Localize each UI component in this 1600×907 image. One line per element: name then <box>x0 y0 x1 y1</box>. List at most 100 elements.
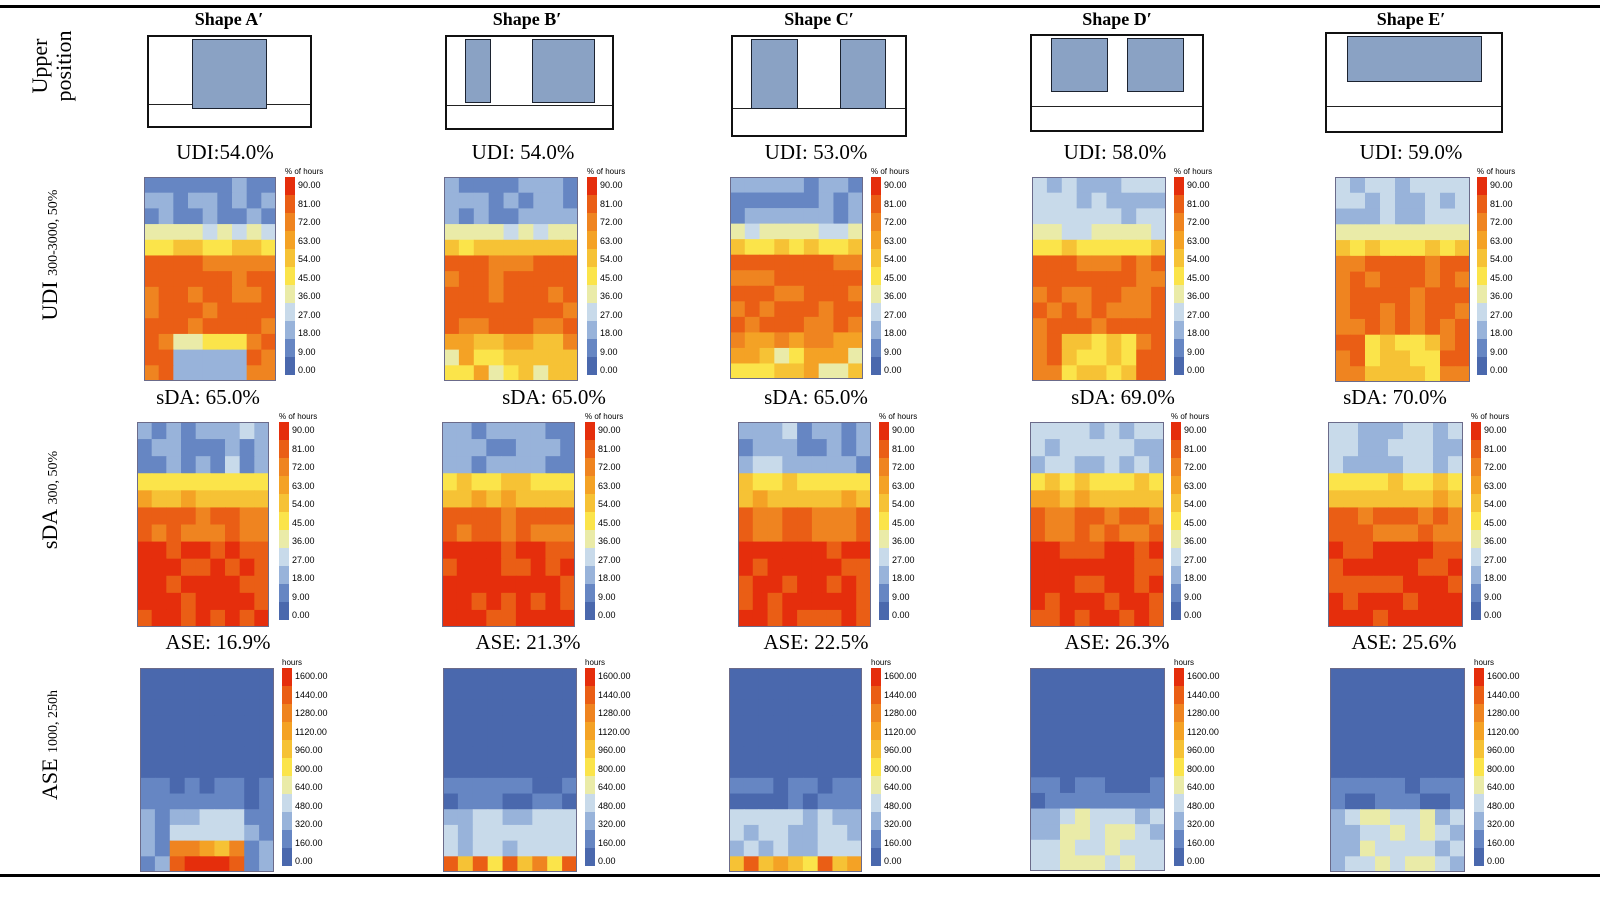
heatmap-cell <box>1350 303 1366 320</box>
heatmap-cell <box>774 177 790 194</box>
legend-tick-label: 640.00 <box>1487 782 1515 792</box>
heatmap-cell <box>782 439 798 457</box>
heatmap-cell <box>1106 255 1122 272</box>
heatmap-cell <box>1075 808 1091 825</box>
heatmap-cell <box>158 318 174 335</box>
heatmap-cell <box>729 856 745 872</box>
heatmap-cell <box>518 177 534 194</box>
heatmap-cell <box>1090 714 1106 732</box>
heatmap-cell <box>518 192 534 209</box>
heatmap-cell <box>1119 575 1135 594</box>
heatmap-cell <box>254 575 269 594</box>
heatmap-cell <box>1448 473 1463 491</box>
heatmap-cell <box>517 809 533 826</box>
heatmap-cell <box>1046 365 1063 381</box>
legend-tick-label: 9.00 <box>292 591 310 602</box>
legend-color-bar <box>1174 177 1184 375</box>
heatmap-cell <box>832 840 848 857</box>
heatmap-cell <box>1375 715 1391 732</box>
heatmap-cell <box>254 541 269 560</box>
legend-tick-label: 1120.00 <box>884 726 916 737</box>
heatmap-cell <box>782 456 798 474</box>
heatmap-cell <box>1135 683 1151 700</box>
heatmap-cell <box>532 668 548 685</box>
heatmap-cell <box>848 223 863 240</box>
heatmap-cell <box>738 473 754 491</box>
heatmap-cell <box>169 715 186 732</box>
heatmap-cell <box>833 332 849 349</box>
heatmap-cell <box>1030 439 1046 457</box>
legend-tick-label: 36.00 <box>884 291 907 301</box>
heatmap-cell <box>210 507 226 526</box>
heatmap-cell <box>1403 541 1419 560</box>
heatmap-cell <box>1059 490 1076 509</box>
heatmap-cell <box>1061 239 1078 257</box>
heatmap-cell <box>1425 224 1441 241</box>
heatmap-cell <box>232 365 248 381</box>
udi-heatmap-a <box>144 177 276 381</box>
heatmap-cell <box>847 699 862 716</box>
heatmap-cell <box>847 683 862 700</box>
heatmap-cell <box>826 558 843 577</box>
legend-tick-label: 320.00 <box>1187 819 1215 829</box>
heatmap-cell <box>254 609 269 627</box>
heatmap-cell <box>154 668 171 685</box>
legend-tick-label: 18.00 <box>892 573 915 583</box>
heatmap-cell <box>532 856 548 872</box>
heatmap-cell <box>473 239 490 257</box>
heatmap-cell <box>154 840 171 857</box>
heatmap-cell <box>1388 575 1404 594</box>
heatmap-cell <box>1380 287 1396 304</box>
heatmap-cell <box>1149 524 1164 543</box>
heatmap-cell <box>1091 318 1108 335</box>
heatmap-cell <box>797 473 813 491</box>
heatmap-cell <box>456 439 473 457</box>
heatmap-cell <box>1119 541 1135 560</box>
heatmap-cell <box>832 715 848 732</box>
heatmap-cell <box>1330 809 1346 826</box>
heatmap-cell <box>473 192 490 209</box>
heatmap-cell <box>1373 524 1389 543</box>
heatmap-cell <box>1044 575 1061 594</box>
heatmap-cell <box>246 224 262 241</box>
heatmap-cell <box>199 856 216 872</box>
window-d-left <box>1051 38 1108 92</box>
heatmap-cell <box>1435 824 1451 842</box>
heatmap-cell <box>137 422 153 440</box>
heatmap-cell <box>1330 683 1346 700</box>
heatmap-cell <box>473 255 490 272</box>
heatmap-cell <box>458 255 475 272</box>
heatmap-cell <box>1410 334 1426 352</box>
heatmap-cell <box>487 715 504 732</box>
heatmap-cell <box>832 668 848 685</box>
heatmap-cell <box>518 333 534 351</box>
heatmap-cell <box>140 683 156 700</box>
heatmap-cell <box>151 490 167 509</box>
heatmap-cell <box>1136 192 1152 209</box>
heatmap-cell <box>1358 592 1374 611</box>
heatmap-cell <box>1061 318 1078 335</box>
heatmap-cell <box>1106 302 1122 319</box>
heatmap-cell <box>458 286 475 304</box>
legend-tick-label: 0.00 <box>884 856 902 866</box>
heatmap-cell <box>1433 490 1449 509</box>
heatmap-cell <box>184 715 201 732</box>
heatmap-cell <box>1045 699 1061 716</box>
heatmap-cell <box>1045 792 1061 810</box>
heatmap-cell <box>137 507 153 526</box>
ase-value-d: ASE: 26.3% <box>1064 630 1170 654</box>
heatmap-cell <box>758 777 774 795</box>
heatmap-cell <box>1074 422 1091 440</box>
heatmap-cell <box>229 809 245 826</box>
udi-heatmap-c <box>730 177 863 379</box>
heatmap-cell <box>518 349 534 366</box>
heatmap-cell <box>473 224 490 241</box>
heatmap-cell <box>472 730 489 748</box>
heatmap-cell <box>1425 303 1441 320</box>
heatmap-cell <box>444 318 460 335</box>
heatmap-cell <box>1149 490 1164 509</box>
legend-tick-label: 90.00 <box>892 425 915 435</box>
heatmap-cell <box>1390 668 1406 685</box>
heatmap-cell <box>1105 699 1121 716</box>
heatmap-cell <box>1335 177 1351 194</box>
